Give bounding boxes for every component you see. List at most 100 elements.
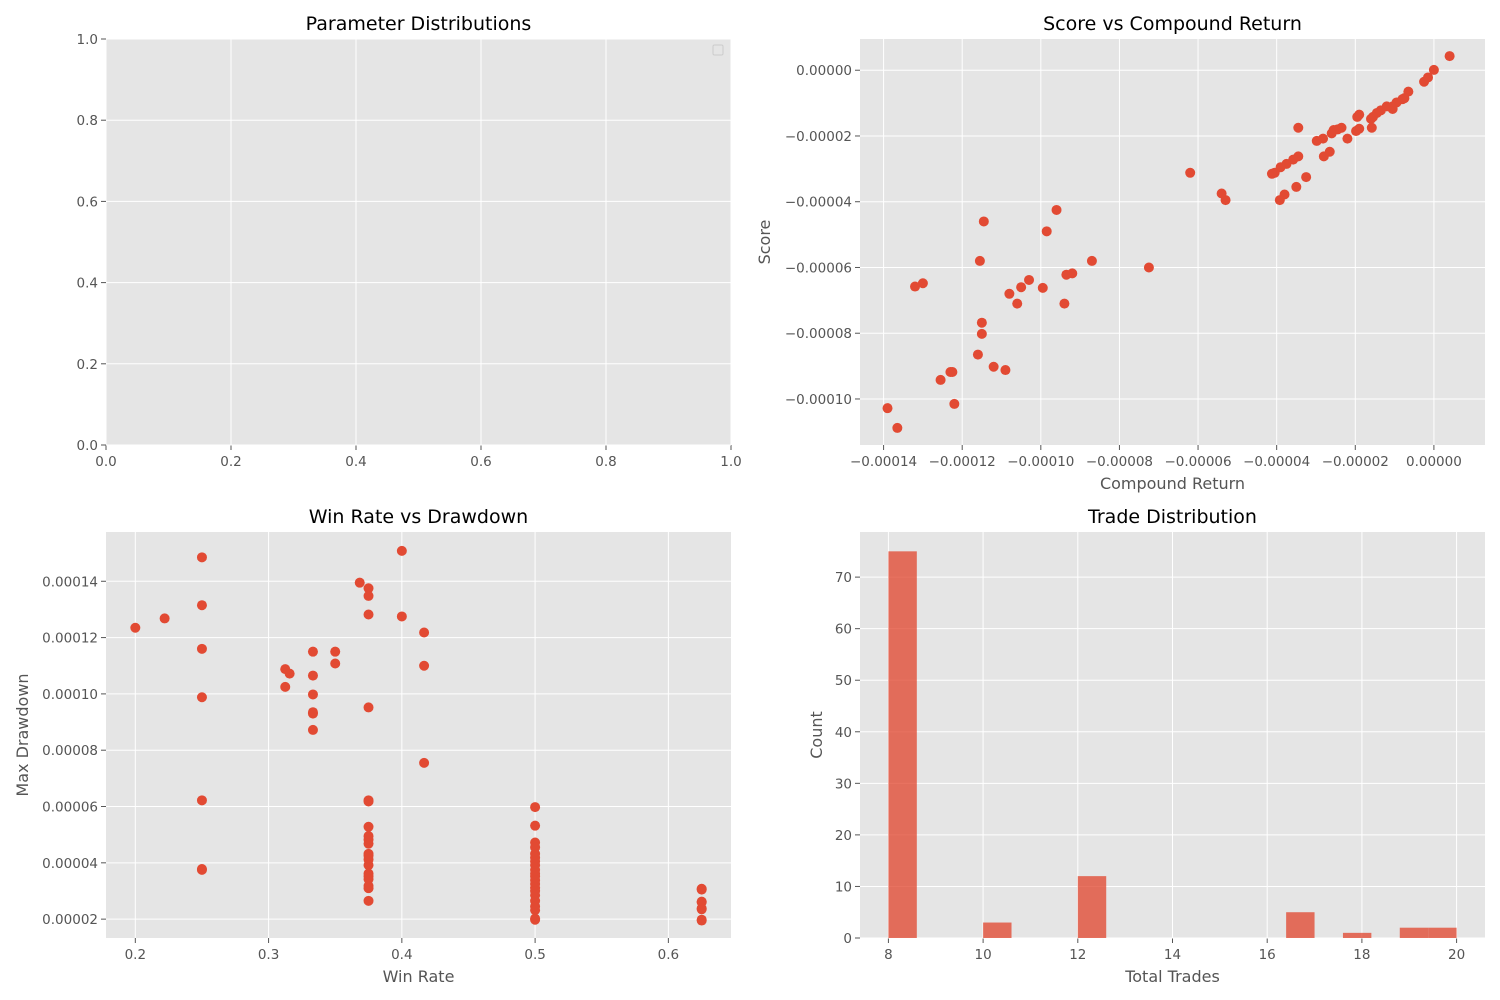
data-point bbox=[917, 278, 928, 289]
data-point bbox=[976, 328, 987, 339]
data-point bbox=[330, 658, 341, 669]
subplot-score: −0.00014 −0.00012 −0.00010 −0.00008 −0.00006… bbox=[755, 13, 1485, 493]
data-point bbox=[1366, 122, 1377, 133]
data-point bbox=[892, 422, 903, 433]
data-point bbox=[419, 660, 430, 671]
y-tick-label: 0.00008 bbox=[42, 743, 98, 759]
data-point bbox=[196, 643, 207, 654]
x-tick-label: 0.3 bbox=[258, 947, 279, 963]
data-point bbox=[363, 883, 374, 894]
y-tick-label: 0.0 bbox=[77, 438, 98, 454]
data-point bbox=[363, 609, 374, 620]
data-point bbox=[363, 821, 374, 832]
x-tick-label: −0.00010 bbox=[1007, 454, 1074, 470]
data-point bbox=[1311, 135, 1322, 146]
data-point bbox=[1366, 113, 1377, 124]
data-point bbox=[130, 622, 141, 633]
data-point bbox=[1059, 298, 1070, 309]
y-tick-label: −0.00006 bbox=[785, 260, 852, 276]
y-tick-label: 0.8 bbox=[77, 113, 98, 129]
data-point bbox=[284, 668, 295, 679]
data-point bbox=[1428, 64, 1439, 75]
data-point bbox=[882, 403, 893, 414]
y-tick-label: −0.00002 bbox=[785, 129, 852, 145]
x-tick-label: 16 bbox=[1259, 947, 1276, 963]
data-point bbox=[935, 374, 946, 385]
data-point bbox=[363, 838, 374, 849]
subplot-params: 0.0 0.2 0.4 0.6 0.8 1.0 0.0 0.2 0.4 0.6 0.8 1.0 Para… bbox=[77, 13, 742, 470]
data-point bbox=[363, 583, 374, 594]
x-tick-label: −0.00008 bbox=[1086, 454, 1153, 470]
x-tick-label: 0.0 bbox=[95, 454, 116, 470]
data-point bbox=[330, 646, 341, 657]
y-tick-label: 10 bbox=[835, 879, 852, 895]
y-axis-label: Count bbox=[807, 711, 826, 759]
x-tick-label: 0.4 bbox=[345, 454, 366, 470]
data-point bbox=[1004, 288, 1015, 299]
x-tick-label: −0.00006 bbox=[1164, 454, 1231, 470]
x-tick-label: 14 bbox=[1164, 947, 1181, 963]
plot-area bbox=[860, 39, 1485, 445]
data-point bbox=[1016, 282, 1027, 293]
histogram-bar bbox=[1077, 876, 1107, 938]
y-tick-label: 20 bbox=[835, 828, 852, 844]
data-point bbox=[419, 757, 430, 768]
data-point bbox=[196, 600, 207, 611]
data-point bbox=[1143, 262, 1154, 273]
data-point bbox=[530, 905, 541, 916]
x-tick-label: 0.8 bbox=[595, 454, 616, 470]
data-point bbox=[196, 864, 207, 875]
plot-area bbox=[106, 39, 731, 445]
data-point bbox=[419, 627, 430, 638]
data-point bbox=[363, 860, 374, 871]
data-point bbox=[307, 670, 318, 681]
y-axis-label: Score bbox=[755, 220, 774, 265]
data-point bbox=[910, 281, 921, 292]
data-point bbox=[1216, 188, 1227, 199]
x-tick-label: 12 bbox=[1069, 947, 1086, 963]
data-point bbox=[1351, 126, 1362, 137]
chart-title: Parameter Distributions bbox=[306, 13, 532, 35]
data-point bbox=[396, 611, 407, 622]
y-tick-label: 0.00010 bbox=[42, 687, 98, 703]
data-point bbox=[1301, 172, 1312, 183]
x-tick-label: 0.6 bbox=[470, 454, 491, 470]
data-point bbox=[307, 646, 318, 657]
x-tick-label: −0.00004 bbox=[1243, 454, 1310, 470]
data-point bbox=[530, 820, 541, 831]
x-tick-label: 0.6 bbox=[658, 947, 679, 963]
histogram-bar bbox=[888, 551, 917, 938]
chart-title: Trade Distribution bbox=[1087, 506, 1257, 528]
data-point bbox=[1352, 111, 1363, 122]
x-tick-label: 0.5 bbox=[524, 947, 545, 963]
x-tick-label: 0.2 bbox=[125, 947, 146, 963]
y-tick-label: 0.4 bbox=[77, 276, 98, 292]
data-point bbox=[196, 552, 207, 563]
data-point bbox=[696, 904, 707, 915]
y-tick-label: 30 bbox=[835, 776, 852, 792]
y-tick-label: 0 bbox=[843, 931, 852, 947]
x-tick-label: 1.0 bbox=[720, 454, 741, 470]
charts-layer: 0.0 0.2 0.4 0.6 0.8 1.0 0.0 0.2 0.4 0.6 0.8 1.0 Para… bbox=[13, 13, 1485, 986]
plot-area bbox=[106, 532, 731, 938]
data-point bbox=[696, 884, 707, 895]
y-tick-label: −0.00004 bbox=[785, 195, 852, 211]
data-point bbox=[1041, 226, 1052, 237]
data-point bbox=[1419, 76, 1430, 87]
data-point bbox=[196, 692, 207, 703]
histogram-bar bbox=[1399, 927, 1429, 938]
data-point bbox=[1024, 274, 1035, 285]
y-tick-label: −0.00010 bbox=[785, 392, 852, 408]
data-point bbox=[363, 702, 374, 713]
data-point bbox=[280, 681, 291, 692]
legend-box bbox=[712, 44, 724, 56]
y-axis-label: Max Drawdown bbox=[13, 673, 32, 796]
x-axis-label: Compound Return bbox=[1100, 474, 1245, 493]
y-tick-label: 0.00006 bbox=[42, 800, 98, 816]
histogram-bar bbox=[1286, 912, 1315, 938]
x-tick-label: 18 bbox=[1353, 947, 1370, 963]
data-point bbox=[196, 795, 207, 806]
data-point bbox=[307, 708, 318, 719]
y-tick-label: 50 bbox=[835, 673, 852, 689]
